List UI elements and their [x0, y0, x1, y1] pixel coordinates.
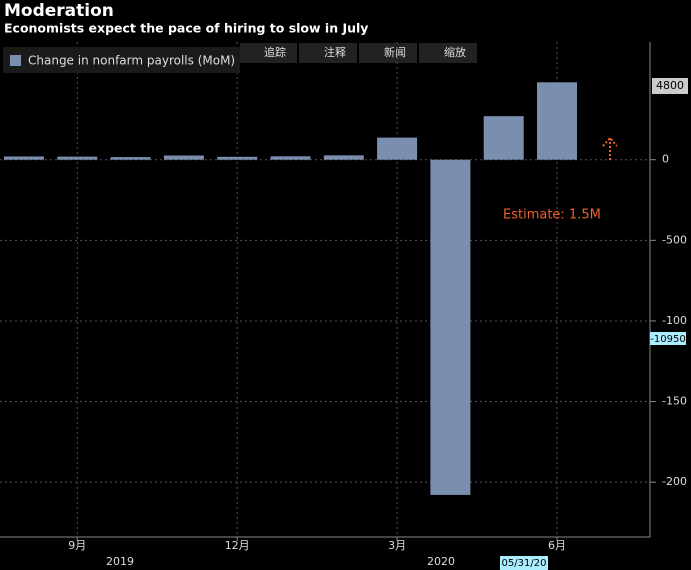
- bar: [430, 159, 471, 495]
- x-tick-label: 6月: [548, 539, 566, 552]
- bar: [537, 82, 577, 160]
- value-badge-label: 4800: [656, 79, 684, 92]
- toolbar-label: 缩放: [444, 45, 466, 59]
- toolbar: 追踪 注释 新闻 缩放: [240, 43, 477, 63]
- bar: [57, 156, 98, 160]
- chart-title: Moderation: [4, 1, 114, 21]
- bar: [483, 116, 524, 160]
- date-badge-label: 05/31/20: [502, 558, 547, 569]
- toolbar-button[interactable]: [359, 43, 417, 63]
- toolbar-button[interactable]: [299, 43, 357, 63]
- y-tick-label: -150: [662, 395, 687, 408]
- toolbar-label: 追踪: [264, 45, 286, 59]
- bar: [270, 156, 311, 160]
- x-tick-label: 12月: [225, 539, 250, 552]
- toolbar-label: 新闻: [384, 45, 406, 59]
- annotation: Estimate: 1.5M: [503, 208, 601, 223]
- bar: [323, 155, 364, 160]
- y-tick-label: -500: [662, 233, 687, 246]
- legend-label: Change in nonfarm payrolls (MoM): [28, 54, 235, 68]
- legend-swatch: [10, 55, 21, 66]
- year-label: 2020: [427, 555, 455, 568]
- legend: [3, 47, 240, 73]
- date-badge: [500, 556, 548, 570]
- y-tick-label: -100: [662, 314, 687, 327]
- toolbar-button[interactable]: [240, 43, 297, 63]
- bar: [4, 156, 44, 160]
- value-badge: [652, 78, 688, 94]
- y-tick-label: -200: [662, 475, 687, 488]
- bar: [217, 156, 258, 160]
- year-label: 2019: [106, 555, 134, 568]
- estimate-arrow: [602, 136, 618, 160]
- toolbar-label: 注释: [324, 45, 346, 59]
- bar: [377, 137, 418, 160]
- crosshair-badge: [650, 332, 686, 345]
- x-tick-label: 9月: [68, 539, 86, 552]
- bar: [163, 155, 204, 160]
- bar: [110, 157, 151, 160]
- y-tick-label: 0: [662, 153, 669, 166]
- chart-subtitle: Economists expect the pace of hiring to …: [4, 21, 368, 36]
- x-tick-label: 3月: [388, 539, 406, 552]
- crosshair-badge-label: -10950: [650, 334, 685, 345]
- toolbar-button[interactable]: [419, 43, 477, 63]
